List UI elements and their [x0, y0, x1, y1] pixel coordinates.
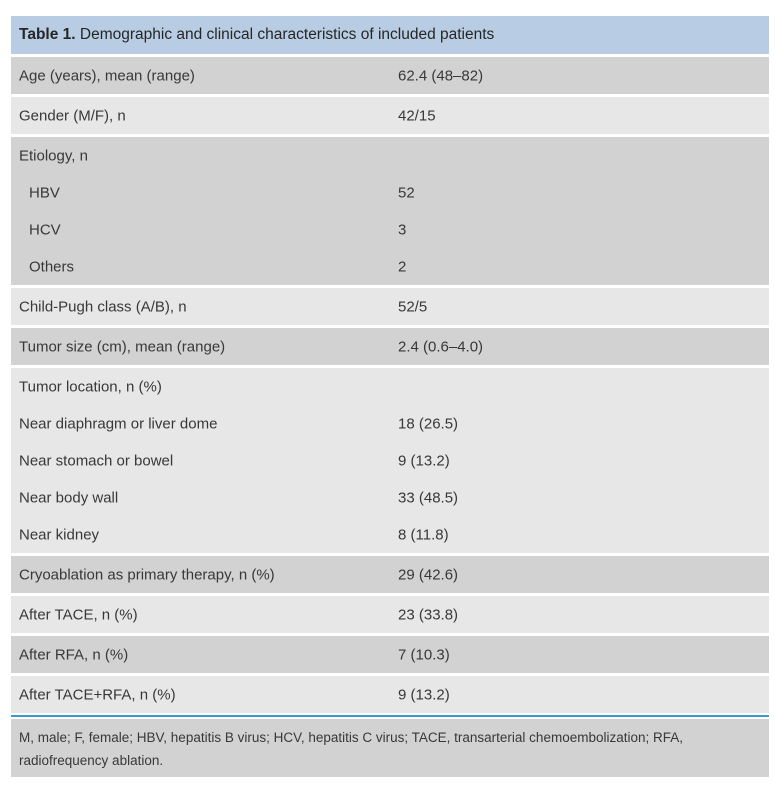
table-block: Tumor size (cm), mean (range) 2.4 (0.6–4.…: [11, 328, 769, 365]
row-label: After TACE+RFA, n (%): [19, 686, 176, 703]
row-label: After RFA, n (%): [19, 646, 129, 663]
table-title-text: Demographic and clinical characteristics…: [75, 26, 495, 43]
row-value: 62.4 (48–82): [398, 67, 484, 84]
row-value: 9 (13.2): [398, 452, 450, 469]
row-value: 8 (11.8): [398, 526, 449, 543]
row-label: Near stomach or bowel: [19, 452, 174, 469]
row-value: 52/5: [398, 298, 428, 315]
table-row: Others 2: [11, 248, 769, 285]
row-value: 23 (33.8): [398, 606, 459, 623]
table-row: Near stomach or bowel 9 (13.2): [11, 442, 769, 479]
row-label: Cryoablation as primary therapy, n (%): [19, 566, 275, 583]
table-row: Tumor location, n (%): [11, 368, 769, 405]
row-label: Near kidney: [19, 526, 100, 543]
row-label: Child-Pugh class (A/B), n: [19, 298, 187, 315]
table-row: Near kidney 8 (11.8): [11, 516, 769, 553]
row-label: Near diaphragm or liver dome: [19, 415, 218, 432]
table-row: Cryoablation as primary therapy, n (%) 29…: [11, 556, 769, 593]
table-row: HBV 52: [11, 174, 769, 211]
row-label: Near body wall: [19, 489, 119, 506]
table-row: Child-Pugh class (A/B), n 52/5: [11, 288, 769, 325]
row-value: 2: [398, 258, 407, 275]
row-value: 3: [398, 221, 407, 238]
demographics-table: Table 1. Demographic and clinical charac…: [11, 16, 769, 777]
table-title-bar: Table 1. Demographic and clinical charac…: [11, 16, 769, 54]
table-row: Age (years), mean (range) 62.4 (48–82): [11, 57, 769, 94]
row-label: HBV: [29, 184, 60, 201]
row-label: Tumor size (cm), mean (range): [19, 338, 226, 355]
table-row: Etiology, n: [11, 137, 769, 174]
table-row: After TACE, n (%) 23 (33.8): [11, 596, 769, 633]
row-value: 52: [398, 184, 415, 201]
table-block: Child-Pugh class (A/B), n 52/5: [11, 288, 769, 325]
table-block: Gender (M/F), n 42/15: [11, 97, 769, 134]
table-row: Tumor size (cm), mean (range) 2.4 (0.6–4.…: [11, 328, 769, 365]
table-block: After RFA, n (%) 7 (10.3): [11, 636, 769, 673]
row-label: After TACE, n (%): [19, 606, 138, 623]
table-number-label: Table 1.: [19, 26, 76, 43]
footnote-divider-rule: [11, 715, 769, 717]
table-body: Age (years), mean (range) 62.4 (48–82) Gen…: [11, 57, 769, 713]
table-row: After TACE+RFA, n (%) 9 (13.2): [11, 676, 769, 713]
table-row: Gender (M/F), n 42/15: [11, 97, 769, 134]
row-label: Etiology, n: [19, 147, 88, 164]
row-value: 2.4 (0.6–4.0): [398, 338, 484, 355]
table-block: Tumor location, n (%) Near diaphragm or l…: [11, 368, 769, 553]
table-block: Age (years), mean (range) 62.4 (48–82): [11, 57, 769, 94]
row-value: 29 (42.6): [398, 566, 459, 583]
table-row: HCV 3: [11, 211, 769, 248]
row-label: Age (years), mean (range): [19, 67, 195, 84]
table-row: Near body wall 33 (48.5): [11, 479, 769, 516]
table-block: After TACE+RFA, n (%) 9 (13.2): [11, 676, 769, 713]
table-block: Etiology, n HBV 52 HCV 3 Others 2: [11, 137, 769, 285]
row-label: Others: [29, 258, 75, 275]
row-label: Gender (M/F), n: [19, 107, 126, 124]
row-value: 18 (26.5): [398, 415, 459, 432]
row-label: HCV: [29, 221, 61, 238]
row-value: 42/15: [398, 107, 436, 124]
row-label: Tumor location, n (%): [19, 378, 162, 395]
table-block: Cryoablation as primary therapy, n (%) 29…: [11, 556, 769, 593]
table-footnote: M, male; F, female; HBV, hepatitis B vir…: [11, 719, 769, 777]
row-value: 9 (13.2): [398, 686, 450, 703]
table-row: After RFA, n (%) 7 (10.3): [11, 636, 769, 673]
row-value: 7 (10.3): [398, 646, 450, 663]
table-block: After TACE, n (%) 23 (33.8): [11, 596, 769, 633]
row-value: 33 (48.5): [398, 489, 459, 506]
table-row: Near diaphragm or liver dome 18 (26.5): [11, 405, 769, 442]
